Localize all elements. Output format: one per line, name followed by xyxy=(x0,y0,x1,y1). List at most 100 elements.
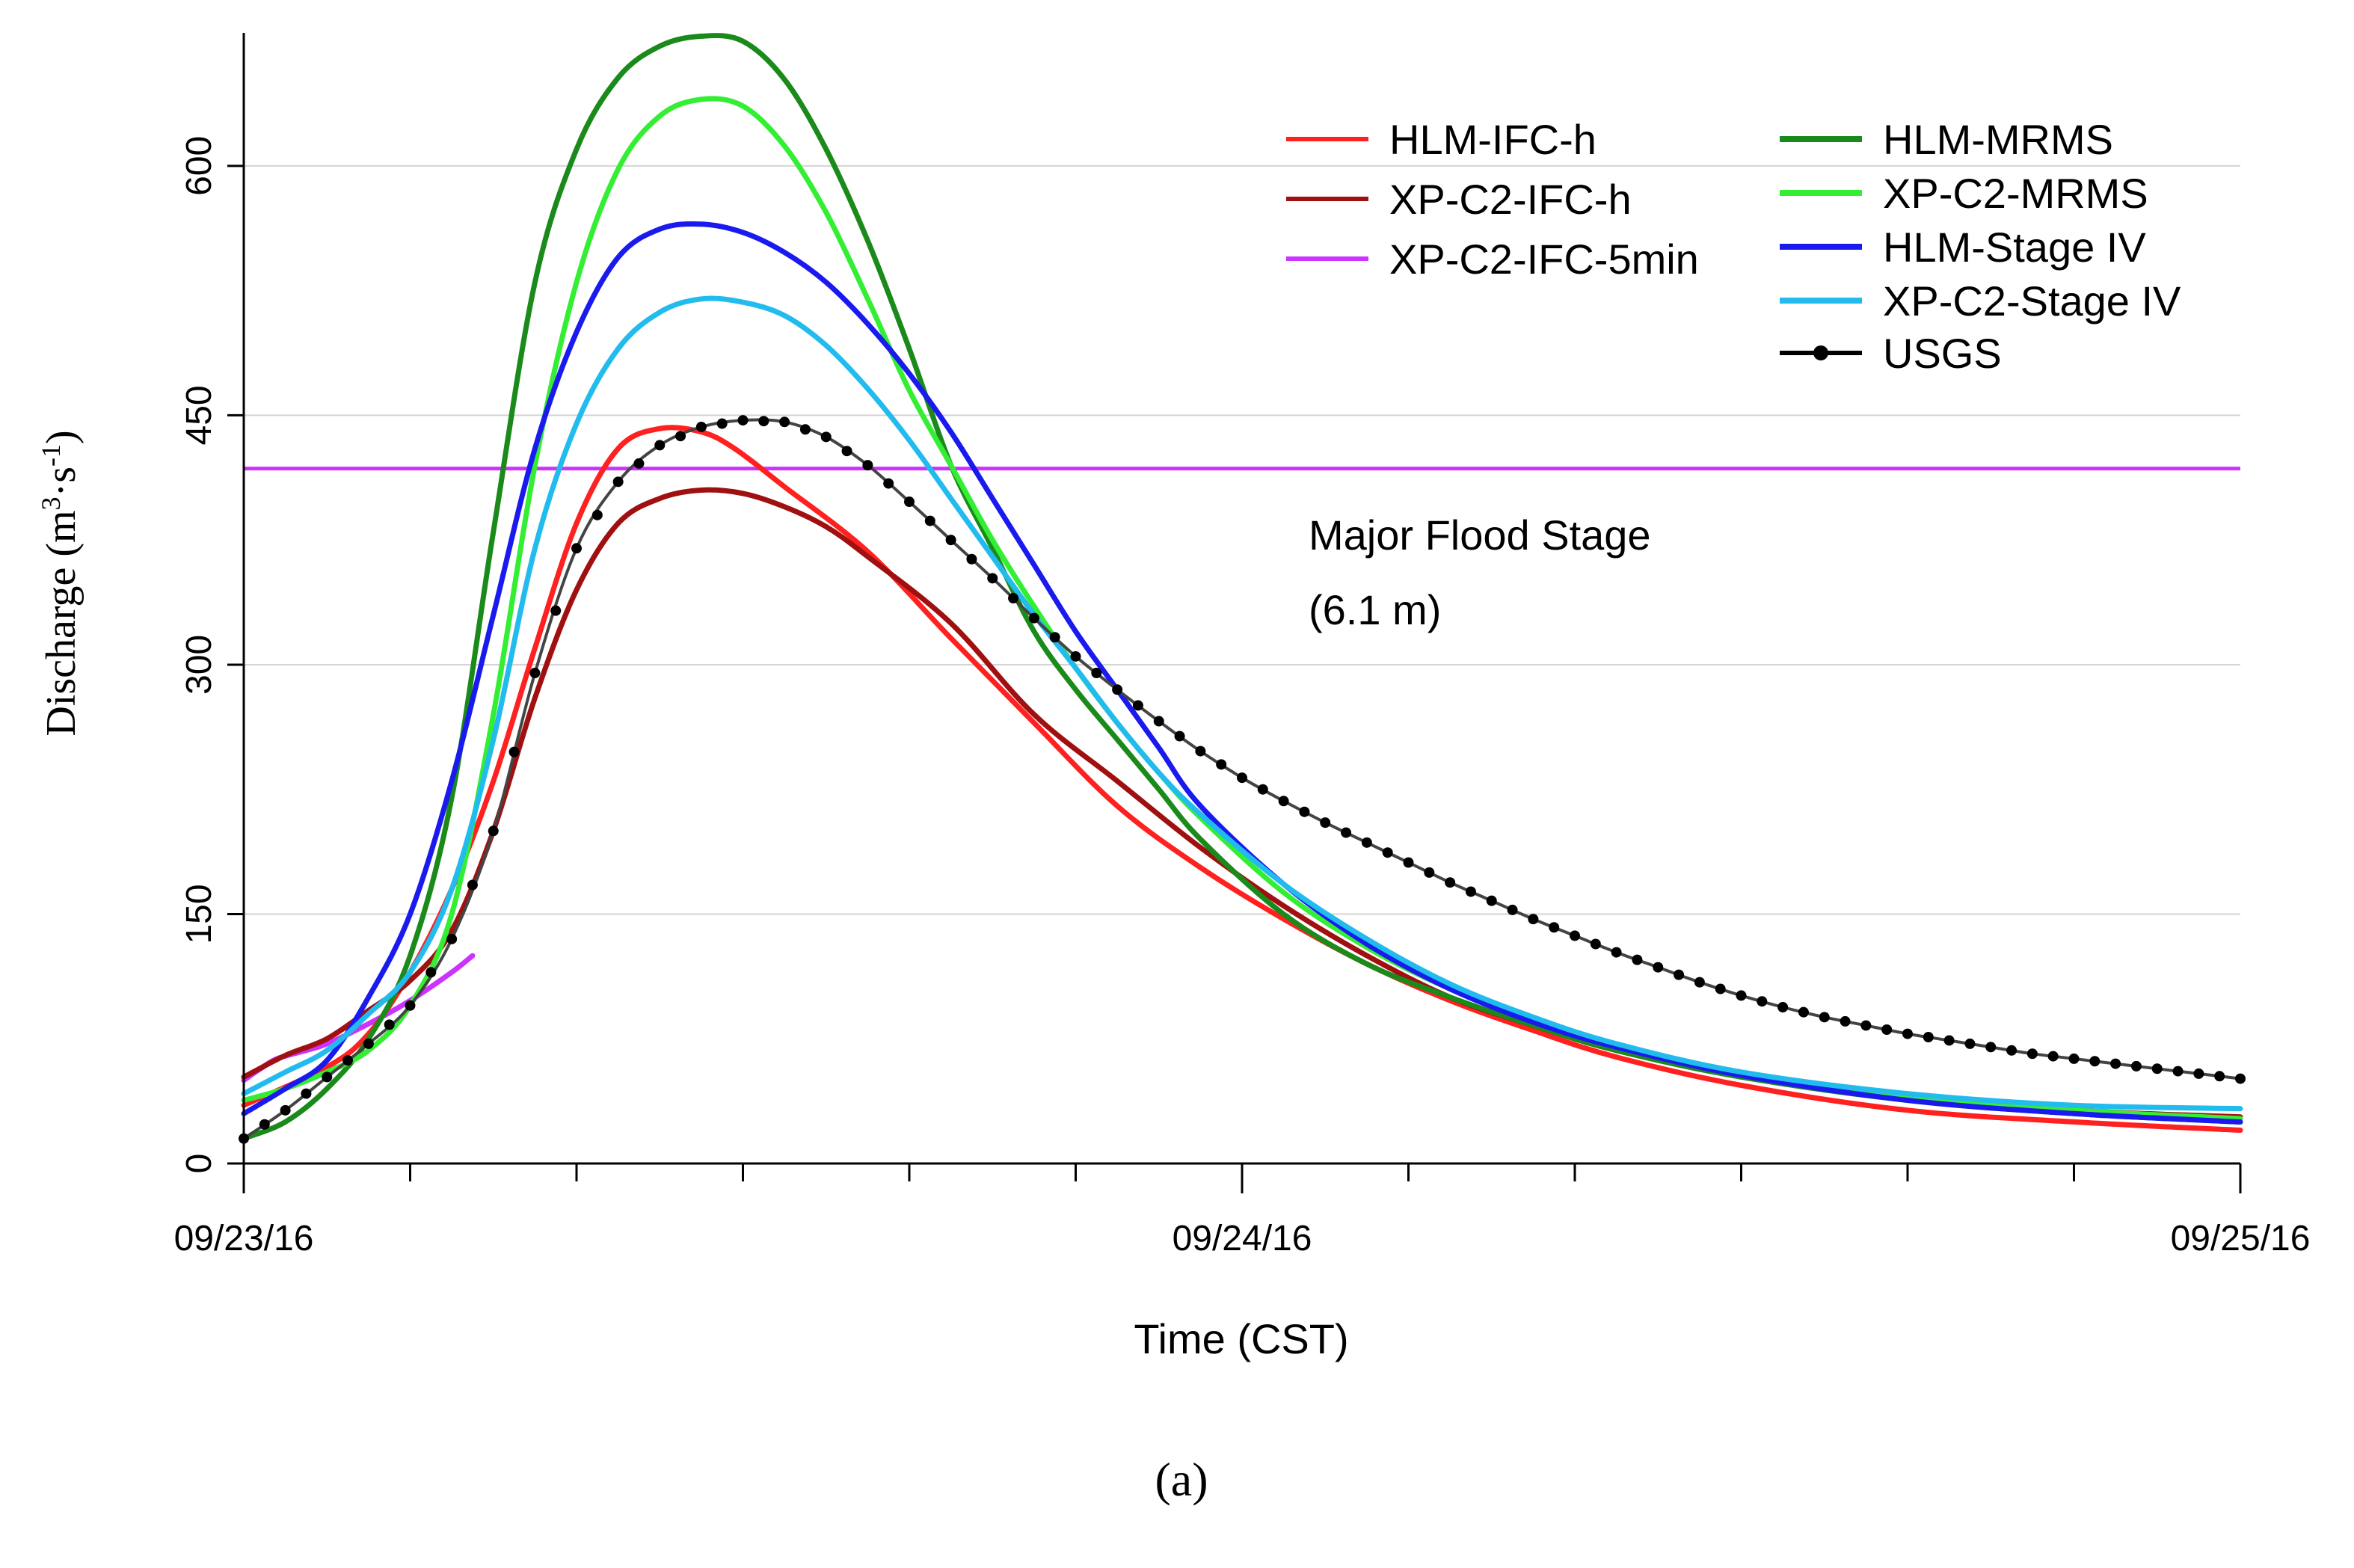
usgs-point xyxy=(1486,895,1497,906)
usgs-point xyxy=(1736,990,1747,1001)
usgs-point xyxy=(1174,731,1185,742)
usgs-point xyxy=(1465,886,1476,897)
usgs-point xyxy=(2172,1066,2184,1077)
usgs-point xyxy=(2026,1048,2038,1060)
usgs-point xyxy=(508,746,520,757)
x-tick-label: 09/23/16 xyxy=(174,1219,314,1258)
usgs-point xyxy=(1964,1038,1976,1049)
usgs-point xyxy=(1632,954,1643,965)
usgs-point xyxy=(1361,837,1372,848)
y-tick-label: 150 xyxy=(179,884,219,944)
usgs-point xyxy=(1694,977,1705,988)
usgs-point xyxy=(1985,1042,1997,1053)
usgs-point xyxy=(550,605,562,616)
legend-entry: HLM-MRMS xyxy=(1780,116,2113,163)
usgs-point xyxy=(1445,877,1456,888)
series-line-usgs xyxy=(242,418,2241,1140)
usgs-point xyxy=(1715,983,1726,994)
usgs-point xyxy=(1943,1035,1955,1046)
legend-label: USGS xyxy=(1883,330,2002,377)
usgs-point xyxy=(820,431,832,443)
usgs-point xyxy=(1195,745,1206,757)
usgs-point xyxy=(591,509,603,520)
usgs-point xyxy=(1507,904,1518,915)
usgs-point xyxy=(883,478,894,489)
y-tick-label: 0 xyxy=(179,1154,219,1174)
usgs-point xyxy=(945,535,956,546)
usgs-point xyxy=(737,415,749,426)
usgs-point xyxy=(488,825,499,837)
usgs-point xyxy=(924,515,935,526)
usgs-point xyxy=(1278,796,1289,807)
legend-entry: XP-C2-MRMS xyxy=(1780,170,2148,217)
usgs-point xyxy=(695,421,707,432)
usgs-point xyxy=(1549,922,1560,933)
usgs-point xyxy=(2235,1073,2246,1084)
y-axis-label: Discharge (m3·s-1) xyxy=(36,430,84,736)
panel-label: (a) xyxy=(1155,1453,1208,1506)
usgs-point xyxy=(1237,772,1247,784)
series-line-hlm-ifc-h xyxy=(241,425,2243,1133)
usgs-point xyxy=(1382,847,1393,858)
grid-layer xyxy=(244,165,2240,915)
axis-layer: 0 150 300 450 600 09/23/16 09/24/16 09/25/16 xyxy=(174,33,2311,1258)
usgs-point xyxy=(654,440,666,451)
usgs-point xyxy=(1757,996,1768,1007)
series-line-hlm-mrms xyxy=(241,33,2243,1142)
usgs-point xyxy=(2047,1051,2059,1062)
usgs-point xyxy=(1611,947,1622,958)
usgs-point xyxy=(612,476,624,488)
usgs-point xyxy=(1777,1001,1789,1012)
usgs-point xyxy=(1881,1024,1893,1036)
annotation-line2: (6.1 m) xyxy=(1309,586,1441,633)
usgs-point xyxy=(446,933,458,944)
usgs-point xyxy=(987,573,998,584)
usgs-point xyxy=(2068,1053,2080,1064)
y-label-sup1: 3 xyxy=(36,496,66,510)
usgs-point xyxy=(1860,1020,1872,1031)
usgs-point xyxy=(1590,938,1601,950)
legend-label: XP-C2-IFC-h xyxy=(1389,176,1632,223)
legend-label: XP-C2-IFC-5min xyxy=(1389,236,1699,283)
usgs-point xyxy=(1653,962,1664,973)
usgs-point xyxy=(1341,827,1352,838)
legend-label: HLM-Stage IV xyxy=(1883,224,2146,271)
usgs-point xyxy=(841,446,852,457)
x-tick-label: 09/24/16 xyxy=(1173,1219,1312,1258)
series-line-xp-c2-stage-iv xyxy=(241,295,2243,1112)
legend-entry: HLM-Stage IV xyxy=(1780,224,2146,271)
legend-entry: USGS xyxy=(1780,330,2002,377)
usgs-point xyxy=(779,416,790,428)
usgs-point xyxy=(1028,612,1039,624)
usgs-point xyxy=(1049,632,1060,643)
y-label-mid: ·s xyxy=(38,467,84,496)
y-tick-label: 450 xyxy=(179,385,219,445)
legend-marker xyxy=(1813,345,1828,360)
usgs-point xyxy=(904,496,915,508)
annotation-line1: Major Flood Stage xyxy=(1309,511,1651,559)
y-label-base: Discharge (m xyxy=(38,510,84,736)
usgs-point xyxy=(2193,1068,2204,1079)
usgs-point xyxy=(322,1072,333,1083)
usgs-point xyxy=(1257,784,1268,795)
usgs-point xyxy=(405,1000,416,1011)
usgs-point xyxy=(2214,1071,2225,1082)
usgs-point xyxy=(1674,969,1685,980)
usgs-point xyxy=(1403,857,1414,868)
usgs-point xyxy=(799,424,811,435)
y-tick-label: 600 xyxy=(179,136,219,196)
y-tick-label: 300 xyxy=(179,635,219,695)
x-tick-label: 09/25/16 xyxy=(2171,1219,2311,1258)
usgs-point xyxy=(363,1038,374,1049)
usgs-point xyxy=(529,668,541,679)
usgs-point xyxy=(1320,817,1331,828)
legend-entry: XP-C2-IFC-5min xyxy=(1286,236,1699,283)
usgs-point xyxy=(384,1019,395,1030)
usgs-point xyxy=(301,1088,312,1099)
usgs-point xyxy=(2006,1045,2018,1056)
usgs-point xyxy=(1153,716,1164,727)
legend-label: XP-C2-Stage IV xyxy=(1883,277,2181,325)
legend-label: HLM-MRMS xyxy=(1883,116,2113,163)
